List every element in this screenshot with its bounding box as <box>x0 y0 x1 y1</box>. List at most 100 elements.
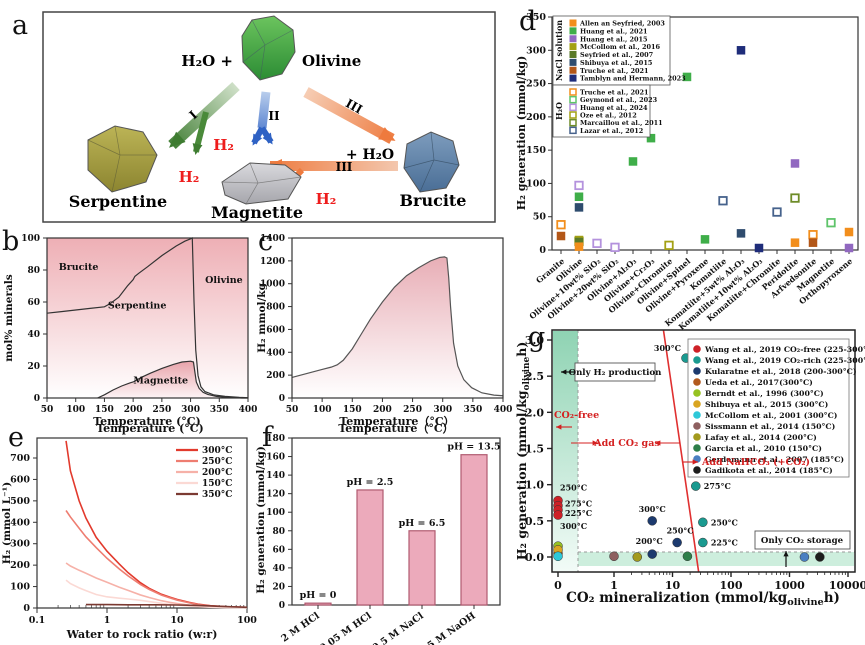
y-axis-label: H₂ generation (mmol/kg) <box>515 56 528 211</box>
data-point-Truche et al., 2021 <box>556 231 566 241</box>
legend-entry-label: Truche et al., 2021 <box>580 89 649 97</box>
bar-value-label: pH = 13.5 <box>447 442 500 453</box>
tick-label: 200 <box>10 560 30 571</box>
legend-box-H₂O <box>552 84 651 138</box>
y-axis-label: mol% minerals <box>3 274 15 361</box>
annotation-only-co2: Only CO₂ storage <box>761 536 844 546</box>
legend-entry-label: Truche et al., 2021 <box>580 67 649 75</box>
data-point-Oze et al., 2012 <box>664 240 674 250</box>
legend-entry-label: Gadikota et al., 2014 (185°C) <box>705 466 833 475</box>
tick-label: 120 <box>266 490 285 500</box>
legend-entry-label: Berndt et al., 1996 (300°C) <box>705 389 824 398</box>
data-point-Huang et al., 2015 <box>790 159 800 168</box>
region-label-Magnetite: Magnetite <box>133 376 188 387</box>
tick-label: 180 <box>266 434 285 444</box>
legend-entry-label: Wang et al., 2019 CO₂-rich (225-300°C) <box>704 356 865 365</box>
bar-value-label: pH = 0 <box>300 590 337 601</box>
tick-label: 2.5 <box>525 370 544 383</box>
category-label: 0.5 M NaOH <box>418 610 478 645</box>
tick-label: 600 <box>10 474 30 485</box>
panel-label-g: g <box>528 322 546 353</box>
point-temp-label: 250°C <box>560 483 587 493</box>
legend-marker <box>693 345 701 353</box>
legend-entry-label: 200°C <box>202 468 232 478</box>
tick-label: 100 <box>526 178 546 189</box>
legend-marker <box>569 95 577 104</box>
data-point-Kularatne et al., 2018 (200-300°C) <box>647 549 657 559</box>
data-point-Geymond et al., 2023 <box>826 218 836 228</box>
data-point-Shibuya et al., 2015 <box>736 229 746 238</box>
tick-label: 250 <box>526 79 546 90</box>
data-point-Huang et al., 2024 <box>592 238 602 248</box>
panel-label-d: d <box>519 6 537 37</box>
tick-label: 10 <box>170 615 184 626</box>
data-point-Huang et al., 2021 <box>646 133 656 143</box>
annotation-add-nahco3: Add NaHCO₃ (+CO₂) <box>701 457 810 468</box>
legend-marker <box>569 111 577 119</box>
panel-label-e: e <box>8 422 24 453</box>
plot-frame <box>551 329 856 573</box>
tick-label: 40 <box>27 330 40 340</box>
tick-label: 200 <box>526 112 546 123</box>
tick-label: 1.5 <box>525 443 544 456</box>
legend-entry-label: 250°C <box>202 457 232 467</box>
legend-entry-label: Lafay et al., 2014 (200°C) <box>705 433 817 442</box>
tick-label: 100 <box>720 579 743 592</box>
x-axis-label: Temperature (°C) <box>93 415 201 428</box>
tick-label: 700 <box>10 453 30 464</box>
tick-label: 0.5 <box>525 515 544 528</box>
tick-label: 300 <box>10 539 30 550</box>
data-point-Gerdemann et al., 2007 (185°C) <box>799 552 810 562</box>
point-temp-label: 275°C <box>704 481 731 491</box>
data-point-Sissmann et al., 2014 (150°C) <box>609 551 619 562</box>
tick-label: 10000 <box>829 579 865 592</box>
axis-label: CO₂ mineralization (mmol/kgolivineh) <box>566 590 840 608</box>
chart-d-h2-by-mineral: 050100150200250300350GraniteOlivineOlivi… <box>515 12 859 332</box>
annotation-co2-free: CO₂-free <box>554 410 599 421</box>
legend-marker <box>569 19 577 27</box>
annotation-box-only-h2 <box>574 362 656 382</box>
data-point-Allen an Seyfried, 2003 <box>790 238 800 247</box>
tick-label: 0.0 <box>525 551 544 564</box>
reaction-arrow-II <box>257 91 271 129</box>
data-point-Wang et al., 2019 CO₂-free (225-300°C) <box>553 510 563 520</box>
legend-entry-label: McCollom et al., 2001 (300°C) <box>705 411 837 420</box>
chart-title: Temperature (°C) <box>96 422 204 435</box>
tick-label: 50 <box>286 405 299 415</box>
divider-line <box>662 329 700 573</box>
y-axis-label: H₂ (mmol L⁻¹) <box>1 482 13 565</box>
x-axis-label: Water to rock ratio (w:r) <box>66 628 218 641</box>
co2-free-band <box>553 331 578 571</box>
olivine-label: Olivine <box>302 52 361 70</box>
data-point-Lafay et al., 2014 (200°C) <box>632 552 643 562</box>
data-point-Lazar et al., 2012 <box>718 196 728 206</box>
point-temp-label: 225°C <box>711 538 738 548</box>
data-point-Marcaillou et al., 2011 <box>790 193 800 203</box>
legend-marker <box>693 356 701 364</box>
bar-0.5 M NaOH <box>460 454 488 606</box>
tick-label: 200 <box>124 405 143 415</box>
chart-g-h2-vs-co2-mineralization: 0 1 10 100 1000 10000 0.0 0.5 1.0 1.5 2.0 2.5 3.0 250… <box>514 329 865 608</box>
tick-label: 150 <box>343 405 362 415</box>
plot-frame <box>36 437 248 609</box>
legend-entry-label: Ueda et al., 2017(300°C) <box>705 378 813 387</box>
tick-label: 350 <box>210 405 229 415</box>
tick-label: 3.0 <box>525 334 544 347</box>
reaction-arrow-III <box>303 87 396 144</box>
point-temp-label: 300°C <box>639 504 666 514</box>
olivine-crystal <box>241 15 296 81</box>
legend-marker <box>569 35 577 43</box>
tick-label: 350 <box>463 405 482 415</box>
data-point-Wang et al., 2019 CO₂-rich (225-300°C) <box>698 537 708 548</box>
data-point-Wang et al., 2019 CO₂-rich (225-300°C) <box>691 481 701 491</box>
tick-label: 1 <box>610 579 618 592</box>
serpentine-crystal <box>87 125 158 193</box>
h2-curve <box>291 256 504 397</box>
legend-entry-label: Marcaillou et al., 2011 <box>580 119 663 127</box>
tick-label: 1000 <box>260 280 285 290</box>
y-axis-label: H₂ generation (mmol/kg) <box>255 446 267 594</box>
magnetite-crystal <box>221 162 302 205</box>
tick-label: 80 <box>27 266 40 276</box>
point-temp-label: 250°C <box>711 517 738 527</box>
legend-entry-label: Oze et al., 2012 <box>580 112 637 120</box>
